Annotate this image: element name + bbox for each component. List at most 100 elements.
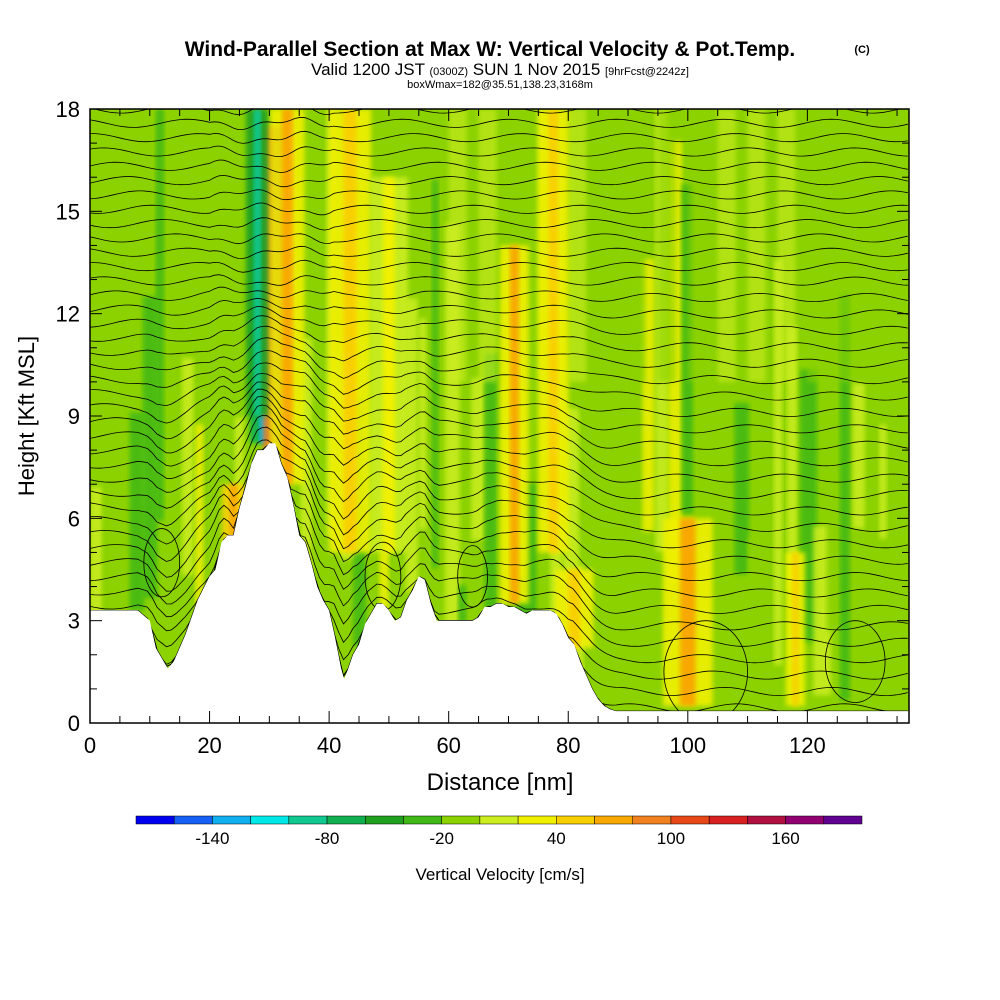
w-streak <box>717 109 736 382</box>
colorbar-swatch <box>785 815 825 825</box>
plot-area <box>90 109 909 723</box>
theta-contour <box>90 442 908 565</box>
theta-contour <box>90 305 908 335</box>
y-tick-label: 12 <box>56 302 80 327</box>
x-axis-ticks: 0 20 40 60 80 100 120 <box>84 109 898 758</box>
colorbar: -140 -80 -20 40 100 160 <box>135 815 863 848</box>
w-feature-core <box>509 245 519 604</box>
x-tick-label: 20 <box>197 733 221 758</box>
w-streak <box>905 306 909 666</box>
theta-contour <box>90 426 908 532</box>
theta-contour-closed <box>143 528 181 598</box>
copyright-mark: (C) <box>854 44 870 56</box>
theta-contour <box>90 116 908 130</box>
w-streak <box>787 325 798 591</box>
w-streak <box>598 109 617 382</box>
colorbar-tick-label: -20 <box>429 829 454 848</box>
w-feature-core <box>548 109 559 553</box>
w-feature-core <box>253 109 261 416</box>
w-streak <box>687 109 706 382</box>
w-streak <box>405 298 418 593</box>
theta-contour <box>90 362 908 417</box>
box-info: boxWmax=182@35.51,138.23,3168m <box>407 79 593 91</box>
theta-contour <box>90 245 908 260</box>
theta-contour <box>90 189 908 201</box>
theta-contour <box>90 159 908 174</box>
colorbar-title: Vertical Velocity [cm/s] <box>415 865 584 884</box>
theta-contour <box>90 174 908 188</box>
w-feature-core <box>792 552 799 706</box>
x-tick-label: 40 <box>317 733 341 758</box>
colorbar-swatch <box>517 815 557 825</box>
w-streak <box>103 234 115 697</box>
theta-contour <box>90 130 908 144</box>
w-streak <box>747 109 766 382</box>
theta-contour <box>90 315 908 352</box>
theta-contour <box>90 381 908 450</box>
w-streak <box>142 296 158 599</box>
y-tick-label: 15 <box>56 199 80 224</box>
colorbar-swatch <box>708 815 748 825</box>
x-tick-label: 80 <box>556 733 580 758</box>
w-streak <box>616 217 629 689</box>
colorbar-swatch <box>403 815 442 825</box>
x-tick-label: 120 <box>789 733 826 758</box>
w-streak <box>168 337 177 518</box>
colorbar-swatch <box>365 815 404 825</box>
terrain-mask <box>90 443 909 723</box>
theta-contour <box>90 274 908 286</box>
colorbar-tick-label: 160 <box>771 829 799 848</box>
theta-contour <box>90 145 908 157</box>
y-axis-ticks: 0 3 6 9 12 15 18 <box>56 97 909 736</box>
w-streak <box>448 109 467 382</box>
w-streak <box>478 109 497 382</box>
theta-contour <box>90 396 908 483</box>
w-streak <box>182 357 194 576</box>
colorbar-swatch <box>441 815 481 825</box>
colorbar-swatch <box>212 815 251 825</box>
chart-subtitle: Valid 1200 JST (0300Z) SUN 1 Nov 2015 [9… <box>311 60 689 79</box>
colorbar-swatch <box>326 815 366 825</box>
w-streak <box>116 232 131 655</box>
colorbar-swatch <box>823 815 863 825</box>
w-streak <box>568 109 587 382</box>
w-streak <box>852 383 865 529</box>
w-streak <box>155 109 165 521</box>
theta-contour <box>90 233 908 245</box>
theta-contour <box>93 109 902 116</box>
w-feature-core <box>680 518 696 706</box>
w-streak <box>300 338 313 621</box>
w-feature-core <box>343 109 357 553</box>
w-streak <box>471 378 485 541</box>
w-streak <box>879 424 887 539</box>
w-streak <box>839 294 850 701</box>
colorbar-swatch <box>670 815 710 825</box>
theta-contour <box>90 297 908 319</box>
y-tick-label: 9 <box>68 404 80 429</box>
x-axis-label: Distance [nm] <box>427 769 574 796</box>
theta-contour <box>90 349 908 401</box>
colorbar-swatch <box>594 815 633 825</box>
theta-contour <box>90 217 908 231</box>
theta-contour <box>90 259 908 273</box>
theta-contour <box>90 373 908 434</box>
theta-contour <box>90 404 908 500</box>
forecast-info: [9hrFcst@2242z] <box>605 66 689 78</box>
y-axis-label: Height [Kft MSL] <box>14 336 39 496</box>
valid-utc: (0300Z) <box>429 66 468 78</box>
w-streak <box>807 109 826 382</box>
theta-contour <box>90 388 908 467</box>
theta-contour <box>90 442 908 631</box>
theta-contour <box>90 414 908 516</box>
colorbar-swatch <box>173 815 213 825</box>
x-tick-label: 100 <box>669 733 706 758</box>
colorbar-swatch <box>250 815 290 825</box>
colorbar-swatch <box>479 815 519 825</box>
colorbar-tick-label: 100 <box>657 829 685 848</box>
colorbar-tick-label: -80 <box>315 829 340 848</box>
theta-contour-closed <box>824 620 886 703</box>
w-feature-core <box>382 177 395 553</box>
w-streak <box>221 214 233 697</box>
valid-date: SUN 1 Nov 2015 <box>473 60 601 79</box>
